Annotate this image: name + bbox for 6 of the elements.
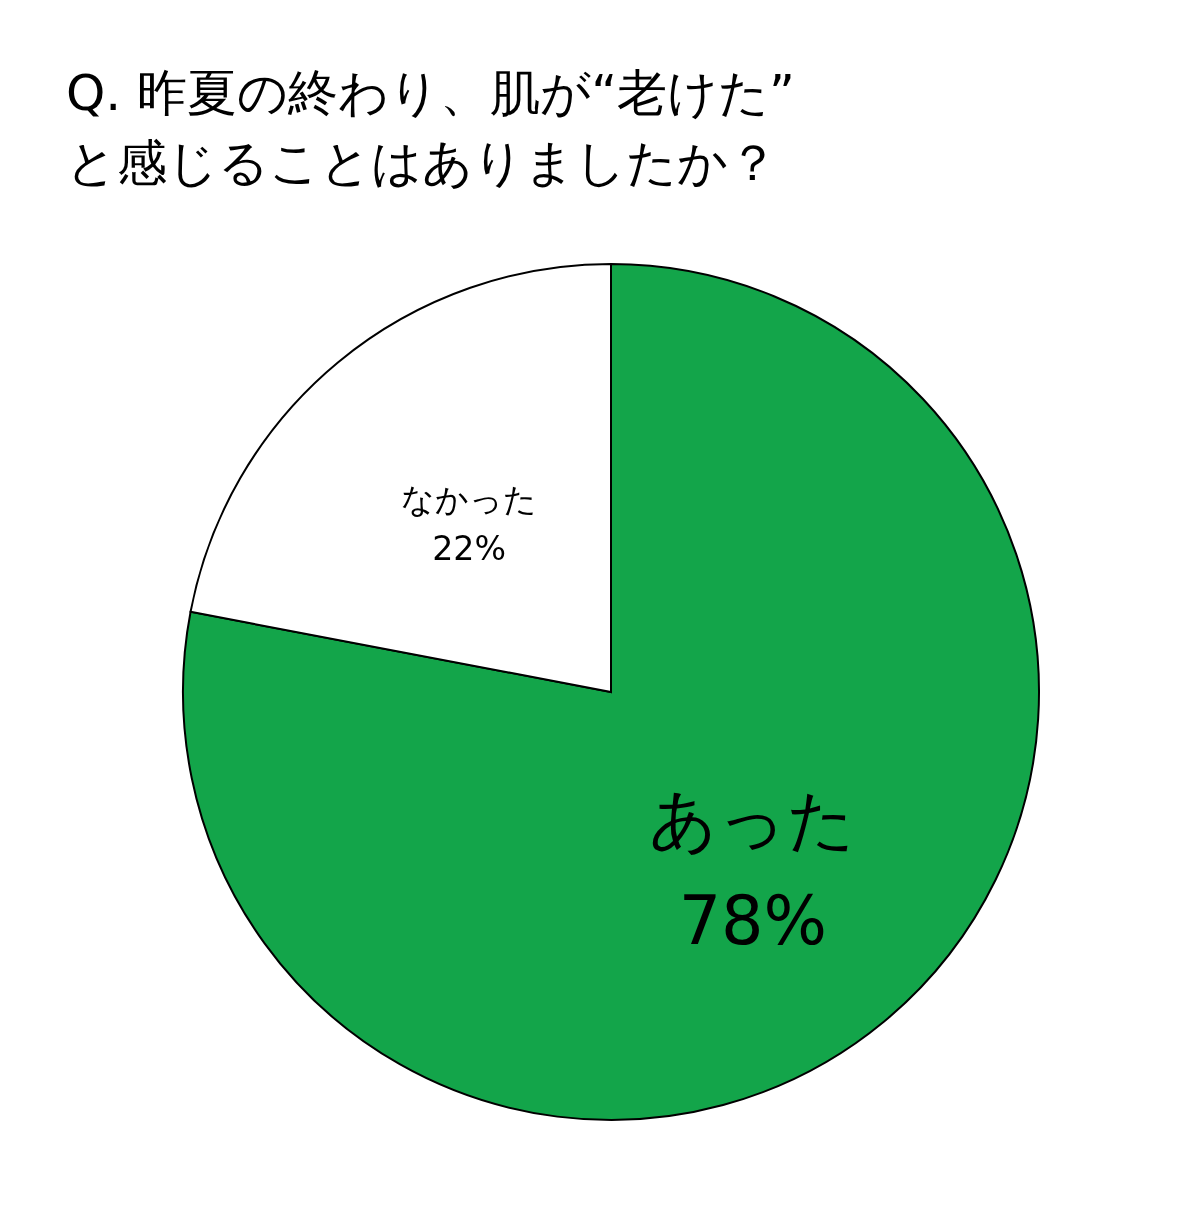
data-label: 22%	[432, 529, 507, 569]
slice-label: あった	[649, 781, 857, 860]
slice-label: なかった	[401, 479, 538, 519]
pie-slice	[182, 263, 1040, 1121]
chart-title: Q. 昨夏の終わり、肌が“老けた” と感じることはありましたか？	[66, 63, 795, 194]
data-label: 78%	[678, 881, 828, 960]
